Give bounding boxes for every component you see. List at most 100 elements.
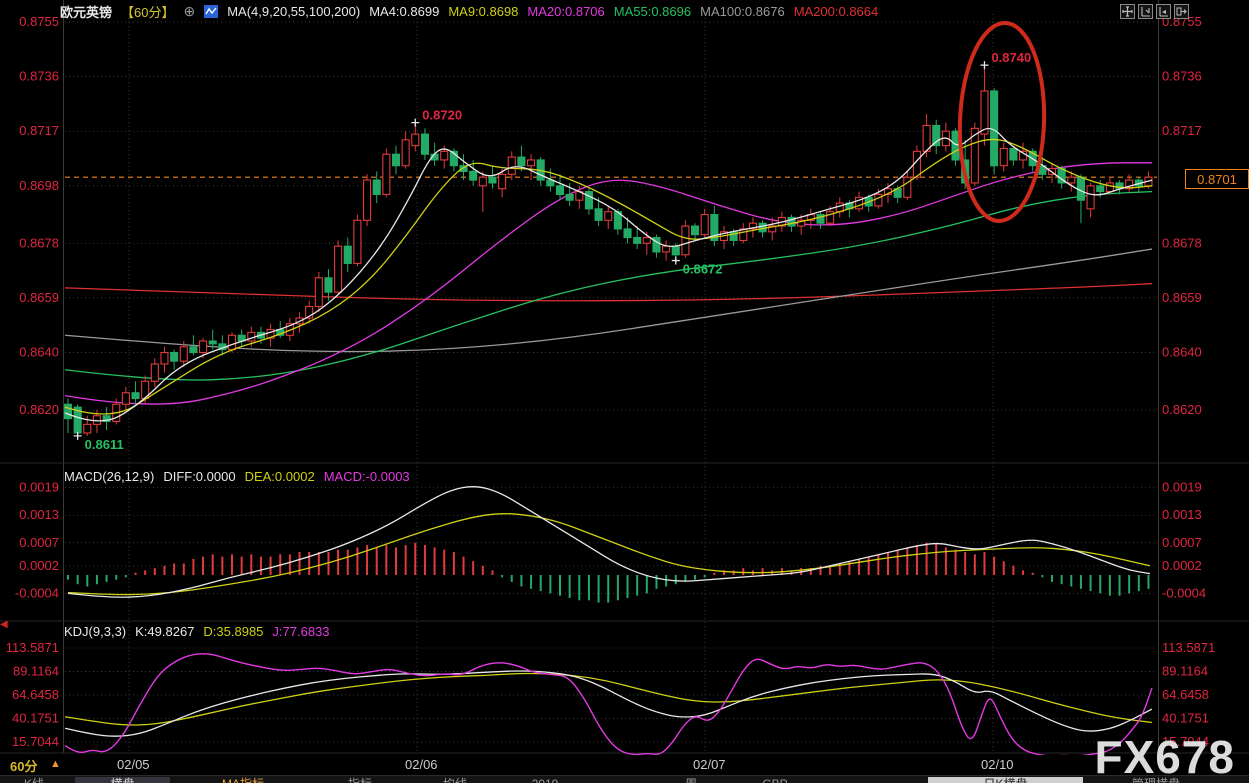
candle-body <box>604 211 613 221</box>
axis-tick-label: 0.8678 <box>19 235 59 250</box>
axis-tick-label: 0.8755 <box>1162 14 1202 29</box>
axis-tick-label: 0.0007 <box>19 535 59 550</box>
clipped-tab[interactable]: 2019 <box>520 777 570 783</box>
extreme-cross-icon <box>73 431 82 440</box>
clipped-tab[interactable]: 日K横盘 <box>928 777 1083 783</box>
ma100-value: MA100:0.8676 <box>700 4 785 19</box>
candle-body <box>199 340 208 354</box>
candle-body <box>980 90 989 135</box>
axis-tick-label: 0.8620 <box>1162 402 1202 417</box>
candle-body <box>131 392 140 400</box>
footer-timeframe-label[interactable]: 60分 <box>10 759 38 774</box>
k-line <box>64 670 1153 737</box>
candle-body <box>478 176 487 187</box>
candle-body <box>449 150 458 167</box>
candle-body <box>324 277 333 293</box>
axis-tick-label: 40.1751 <box>12 710 59 725</box>
date-label: 02/05 <box>117 757 150 772</box>
clipped-tab[interactable]: 周 <box>676 777 706 783</box>
ma-params-label: MA(4,9,20,55,100,200) <box>227 4 361 19</box>
axis-tick-label: 0.8717 <box>1162 123 1202 138</box>
candle-body <box>440 150 449 161</box>
candle-body <box>498 173 507 190</box>
candle-body <box>855 196 864 210</box>
candle-body <box>372 179 381 195</box>
timeframe-label: 【60分】 <box>121 5 175 20</box>
clipped-tab[interactable]: 均线 <box>425 777 485 783</box>
axis-tick-label: 0.0007 <box>1162 535 1202 550</box>
clipped-tab[interactable]: 管理横盘 <box>1096 777 1216 783</box>
axis-tick-label: -0.0004 <box>15 585 59 600</box>
axis-tick-label: 0.0019 <box>19 480 59 495</box>
axis-tick-label: 0.8620 <box>19 402 59 417</box>
diff-value: DIFF:0.0000 <box>163 469 236 484</box>
ma20-value: MA20:0.8706 <box>527 4 605 19</box>
ma4-line <box>64 127 1153 422</box>
clipped-tab[interactable]: 指标 <box>330 777 390 783</box>
candle-body <box>160 351 169 365</box>
clipped-tab[interactable]: GBP <box>745 777 805 783</box>
dea-line <box>67 513 1151 596</box>
bottom-tab-strip: K线 横盘 MA指标 指标 均线 2019 周 GBP 日K横盘 管理横盘 <box>0 775 1249 783</box>
candle-body <box>594 208 603 221</box>
shift-right-icon[interactable] <box>1174 4 1189 19</box>
d-value: D:35.8985 <box>203 624 264 639</box>
clipped-tab[interactable]: MA指标 <box>188 777 298 783</box>
highlight-ellipse <box>957 21 1047 223</box>
circle-plus-icon[interactable]: ⊕ <box>183 3 196 19</box>
extreme-cross-icon <box>671 256 680 265</box>
candle-body <box>189 346 198 354</box>
candle-body <box>932 124 941 147</box>
date-label: 02/06 <box>405 757 438 772</box>
current-price-badge: 0.8701 <box>1185 169 1249 189</box>
candle-body <box>652 237 661 253</box>
ma4-value: MA4:0.8699 <box>369 4 440 19</box>
candle-body <box>382 153 391 195</box>
candle-body <box>700 214 709 236</box>
timeframe-up-arrow-icon[interactable]: ▲ <box>50 758 61 770</box>
candle-body <box>63 403 73 420</box>
ma9-line <box>64 138 1153 415</box>
kdj-legend: KDJ(9,3,3) K:49.8267 D:35.8985 J:77.6833 <box>64 624 330 639</box>
time-axis-bar: 60分 ▲ 02/05 02/06 02/07 02/10 <box>0 755 1249 775</box>
axis-tick-label: 0.0002 <box>19 558 59 573</box>
candle-body <box>507 156 516 175</box>
compress-right-icon[interactable] <box>1156 4 1171 19</box>
candle-body <box>420 133 429 155</box>
candle-body <box>623 228 632 239</box>
axis-tick-label: 0.8698 <box>19 178 59 193</box>
axis-tick-label: 0.8640 <box>1162 345 1202 360</box>
axis-tick-label: 0.8640 <box>19 345 59 360</box>
axis-tick-label: 0.8678 <box>1162 235 1202 250</box>
candle-body <box>691 225 700 236</box>
j-line <box>64 653 1153 757</box>
clipped-tab[interactable]: 横盘 <box>75 777 170 783</box>
candle-body <box>179 346 188 362</box>
axis-tick-label: 0.8717 <box>19 123 59 138</box>
axis-tick-label: -0.0004 <box>1162 585 1206 600</box>
ma9-value: MA9:0.8698 <box>448 4 519 19</box>
axis-tick-label: 0.8736 <box>19 69 59 84</box>
ma200-line <box>64 282 1153 302</box>
axis-tick-label: 0.8659 <box>19 290 59 305</box>
axis-tick-label: 0.8659 <box>1162 290 1202 305</box>
candle-body <box>1086 185 1095 210</box>
candle-body <box>353 219 362 264</box>
axis-tick-label: 0.0002 <box>1162 558 1202 573</box>
axis-tick-label: 0.8755 <box>19 14 59 29</box>
candle-body <box>970 127 979 184</box>
main-chart-legend: 欧元英镑 【60分】 ⊕ MA(4,9,20,55,100,200) MA4:0… <box>60 2 878 21</box>
clipped-tab[interactable]: K线 <box>6 777 62 783</box>
kdj-params-label: KDJ(9,3,3) <box>64 624 127 639</box>
axis-tick-label: 0.0019 <box>1162 480 1202 495</box>
candle-body <box>662 245 671 253</box>
candle-body <box>208 340 217 345</box>
move-chart-icon[interactable] <box>1120 4 1135 19</box>
chart-type-icon[interactable] <box>204 5 219 18</box>
panel-collapse-icon[interactable]: ◀ <box>0 619 8 630</box>
compress-left-icon[interactable] <box>1138 4 1153 19</box>
candle-body <box>787 216 796 227</box>
d-line <box>64 672 1153 726</box>
